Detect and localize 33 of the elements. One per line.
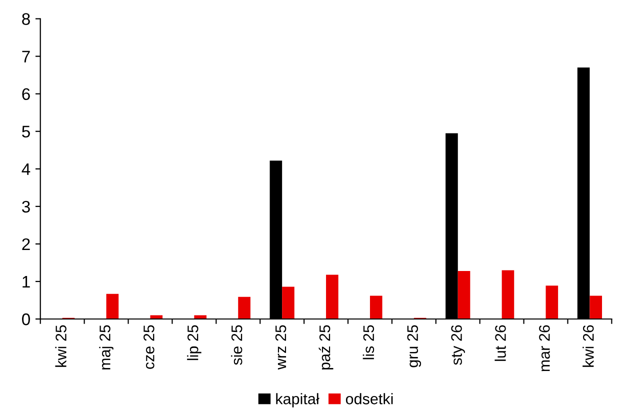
y-tick-label: 1 xyxy=(22,276,30,288)
bar xyxy=(282,286,294,320)
legend-label: odsetki xyxy=(346,393,393,404)
bar xyxy=(370,296,382,320)
x-tick-label: lut 26 xyxy=(494,325,506,361)
x-tick-label: lip 25 xyxy=(187,325,202,360)
x-tick-label: sty 26 xyxy=(451,325,465,365)
y-tick-label: 5 xyxy=(22,126,30,138)
bar xyxy=(590,296,602,320)
bar xyxy=(106,294,119,320)
bar xyxy=(546,286,558,320)
y-tick-label: 6 xyxy=(22,88,30,100)
x-tick-label: sie 25 xyxy=(231,325,242,365)
bar xyxy=(238,296,250,320)
x-tick-label: kwi 25 xyxy=(55,325,66,367)
bar xyxy=(458,270,470,320)
x-tick-label: kwi 26 xyxy=(582,325,594,367)
y-tick-label: 0 xyxy=(22,313,30,326)
y-tick-label: 8 xyxy=(22,13,30,25)
y-tick-label: 3 xyxy=(22,200,30,213)
legend-label: kapitał xyxy=(276,393,320,408)
x-tick-label: cze 25 xyxy=(144,325,154,369)
x-tick-label: paź 25 xyxy=(318,325,334,370)
x-tick-label: maj 25 xyxy=(99,325,114,370)
y-tick-label: 2 xyxy=(22,238,30,250)
x-tick-label: lis 25 xyxy=(362,325,374,360)
y-tick-label: 7 xyxy=(22,50,30,62)
x-tick-label: gru 25 xyxy=(407,325,422,368)
x-tick-label: mar 26 xyxy=(539,325,550,372)
x-tick-label: wrz 25 xyxy=(275,325,286,370)
bar xyxy=(326,274,338,320)
y-tick-label: 4 xyxy=(22,163,30,175)
bar xyxy=(502,270,514,320)
